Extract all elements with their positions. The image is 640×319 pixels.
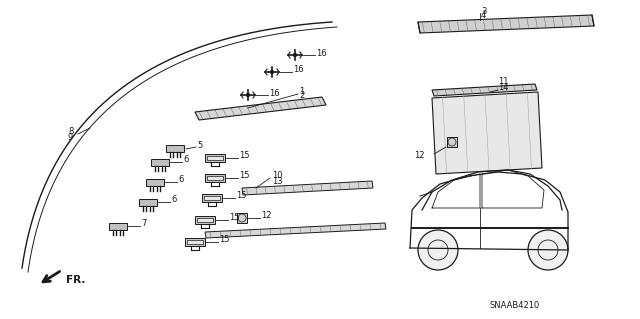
Text: 12: 12 xyxy=(261,211,271,220)
Polygon shape xyxy=(205,223,386,238)
Text: 15: 15 xyxy=(219,235,230,244)
Polygon shape xyxy=(205,174,225,182)
Polygon shape xyxy=(139,198,157,205)
Polygon shape xyxy=(151,159,169,166)
Polygon shape xyxy=(195,97,326,120)
Polygon shape xyxy=(204,196,220,200)
Text: 3: 3 xyxy=(481,6,486,16)
Polygon shape xyxy=(109,222,127,229)
Polygon shape xyxy=(146,179,164,186)
Polygon shape xyxy=(237,213,247,223)
Text: 4: 4 xyxy=(481,11,486,20)
Text: 15: 15 xyxy=(236,191,246,201)
Text: 5: 5 xyxy=(197,140,202,150)
Polygon shape xyxy=(197,218,213,222)
Polygon shape xyxy=(207,176,223,180)
Text: 6: 6 xyxy=(171,196,177,204)
Text: 11: 11 xyxy=(498,78,509,86)
Polygon shape xyxy=(242,181,373,195)
Text: 1: 1 xyxy=(299,86,304,95)
Polygon shape xyxy=(205,154,225,162)
Polygon shape xyxy=(202,194,222,202)
Text: FR.: FR. xyxy=(66,275,85,285)
Circle shape xyxy=(271,70,273,73)
Text: 16: 16 xyxy=(316,48,326,57)
Text: 15: 15 xyxy=(229,213,239,222)
Text: 7: 7 xyxy=(141,219,147,228)
Text: 13: 13 xyxy=(272,176,283,186)
Text: 6: 6 xyxy=(178,175,184,184)
Polygon shape xyxy=(207,156,223,160)
Polygon shape xyxy=(185,238,205,246)
Text: 9: 9 xyxy=(68,133,73,143)
Text: 10: 10 xyxy=(272,172,282,181)
Polygon shape xyxy=(432,84,537,96)
Text: 15: 15 xyxy=(239,172,250,181)
Text: 16: 16 xyxy=(293,65,303,75)
Polygon shape xyxy=(447,137,457,147)
Text: 2: 2 xyxy=(299,92,304,100)
Circle shape xyxy=(294,54,296,56)
Text: SNAAB4210: SNAAB4210 xyxy=(490,300,540,309)
Circle shape xyxy=(246,93,250,97)
Text: 16: 16 xyxy=(269,88,280,98)
Circle shape xyxy=(528,230,568,270)
Text: 15: 15 xyxy=(239,152,250,160)
Text: 14: 14 xyxy=(498,83,509,92)
Text: 6: 6 xyxy=(183,155,188,165)
Text: 12: 12 xyxy=(414,152,424,160)
Polygon shape xyxy=(166,145,184,152)
Polygon shape xyxy=(432,92,542,174)
Polygon shape xyxy=(187,240,203,244)
Circle shape xyxy=(418,230,458,270)
Polygon shape xyxy=(195,216,215,224)
Polygon shape xyxy=(418,15,594,33)
Text: 8: 8 xyxy=(68,128,74,137)
